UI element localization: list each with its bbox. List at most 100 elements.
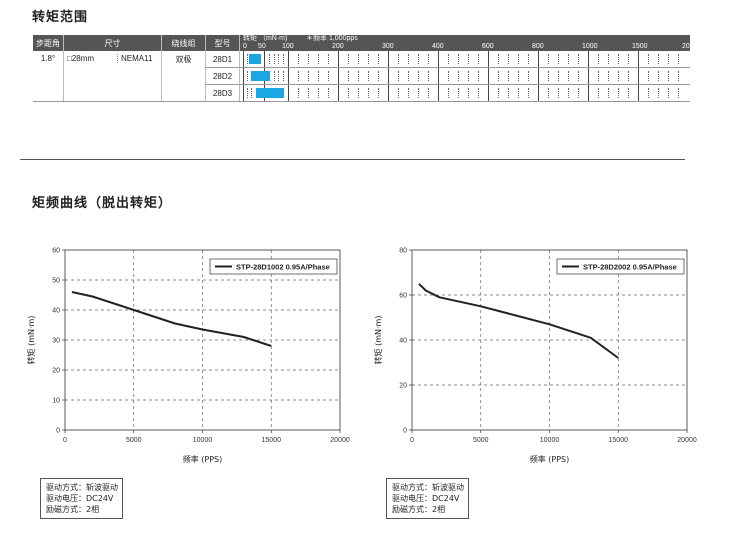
y-tick-label: 40 xyxy=(52,308,60,315)
grid-major-line xyxy=(338,51,339,67)
torque-bar-28d2 xyxy=(251,71,270,81)
model-28d2: 28D2 xyxy=(205,67,240,85)
x-tick-label: 15000 xyxy=(609,437,629,444)
grid-major-line xyxy=(388,51,389,67)
note-excitation: 励磁方式：2相 xyxy=(392,505,446,514)
grid-minor-line xyxy=(618,88,619,98)
size-cell: □28mm NEMA11 xyxy=(63,51,162,102)
torque-range-title: 转矩范围 xyxy=(32,10,89,25)
grid-minor-line xyxy=(328,54,329,64)
grid-major-line xyxy=(488,68,489,84)
y-tick-label: 10 xyxy=(52,398,60,405)
y-axis-label: 转矩 (mN·m) xyxy=(373,316,383,365)
grid-minor-line xyxy=(558,54,559,64)
grid-minor-line xyxy=(678,54,679,64)
torque-bar-28d1 xyxy=(249,54,261,64)
note-excitation: 励磁方式：2相 xyxy=(46,505,100,514)
grid-minor-line xyxy=(358,71,359,81)
grid-minor-line xyxy=(678,71,679,81)
plot-frame xyxy=(64,249,341,431)
grid-minor-line xyxy=(478,54,479,64)
grid-minor-line xyxy=(668,54,669,64)
grid-minor-line xyxy=(548,54,549,64)
grid-minor-line xyxy=(648,54,649,64)
torque-bar-cell-28d3 xyxy=(239,84,690,102)
y-tick-label: 40 xyxy=(399,338,407,345)
y-tick-label: 20 xyxy=(399,383,407,390)
grid-minor-line xyxy=(558,88,559,98)
header-model: 型号 xyxy=(205,35,240,51)
grid-minor-line xyxy=(348,54,349,64)
grid-minor-line xyxy=(398,71,399,81)
grid-minor-line xyxy=(458,71,459,81)
grid-minor-line xyxy=(283,71,285,81)
torque-axis-label: 转矩 （mN·m) xyxy=(243,35,288,42)
grid-minor-line xyxy=(478,88,479,98)
y-tick-label: 0 xyxy=(403,428,407,435)
drive-conditions-note-2: 驱动方式：斩波驱动 驱动电压：DC24V 励磁方式：2相 xyxy=(386,478,469,519)
grid-minor-line xyxy=(308,71,309,81)
grid-major-line xyxy=(488,51,489,67)
grid-minor-line xyxy=(598,88,599,98)
torque-tick-label: 300 xyxy=(382,43,394,50)
grid-minor-line xyxy=(298,71,299,81)
grid-minor-line xyxy=(418,88,419,98)
grid-major-line xyxy=(438,68,439,84)
grid-minor-line xyxy=(578,88,579,98)
grid-minor-line xyxy=(308,88,309,98)
grid-minor-line xyxy=(548,88,549,98)
grid-major-line xyxy=(638,85,639,101)
grid-minor-line xyxy=(428,71,429,81)
grid-minor-line xyxy=(283,54,285,64)
winding-value: 双极 xyxy=(161,51,206,102)
size-mm-value: □28mm xyxy=(67,54,95,63)
grid-minor-line xyxy=(498,54,499,64)
grid-minor-line xyxy=(278,54,280,64)
grid-minor-line xyxy=(678,88,679,98)
x-tick-label: 20000 xyxy=(677,437,697,444)
grid-minor-line xyxy=(247,71,249,81)
grid-major-line xyxy=(588,51,589,67)
grid-minor-line xyxy=(658,71,659,81)
grid-major-line xyxy=(288,51,289,67)
grid-minor-line xyxy=(518,71,519,81)
grid-minor-line xyxy=(598,71,599,81)
drive-conditions-note-1: 驱动方式：斩波驱动 驱动电压：DC24V 励磁方式：2相 xyxy=(40,478,123,519)
grid-minor-line xyxy=(318,88,319,98)
grid-major-line xyxy=(438,51,439,67)
grid-minor-line xyxy=(498,88,499,98)
legend-box xyxy=(556,258,685,275)
grid-minor-line xyxy=(418,54,419,64)
note-drive-voltage: 驱动电压：DC24V xyxy=(392,494,460,503)
grid-minor-line xyxy=(418,71,419,81)
grid-minor-line xyxy=(378,71,379,81)
grid-minor-line xyxy=(648,88,649,98)
torque-tick-label: 600 xyxy=(482,43,494,50)
torque-tick-label: 50 xyxy=(258,43,266,50)
grid-minor-line xyxy=(468,88,469,98)
grid-minor-line xyxy=(428,54,429,64)
grid-minor-line xyxy=(578,54,579,64)
step-angle-value: 1.8° xyxy=(33,51,64,102)
grid-major-line xyxy=(264,51,265,67)
x-tick-label: 0 xyxy=(63,437,67,444)
grid-minor-line xyxy=(548,71,549,81)
grid-minor-line xyxy=(468,71,469,81)
grid-minor-line xyxy=(273,54,275,64)
grid-minor-line xyxy=(255,88,257,98)
table-row: 1.8° □28mm NEMA11 双极 28D1 xyxy=(33,51,690,102)
grid-major-line xyxy=(243,51,244,67)
grid-minor-line xyxy=(558,71,559,81)
y-tick-label: 50 xyxy=(52,278,60,285)
grid-minor-line xyxy=(328,71,329,81)
grid-minor-line xyxy=(628,88,629,98)
grid-minor-line xyxy=(308,54,309,64)
grid-minor-line xyxy=(568,88,569,98)
grid-minor-line xyxy=(528,54,529,64)
x-tick-label: 5000 xyxy=(126,437,142,444)
grid-minor-line xyxy=(608,71,609,81)
torque-tick-label: 0 xyxy=(243,43,247,50)
grid-major-line xyxy=(243,85,244,101)
table-row: 28D3 xyxy=(33,84,690,102)
x-tick-label: 10000 xyxy=(540,437,560,444)
